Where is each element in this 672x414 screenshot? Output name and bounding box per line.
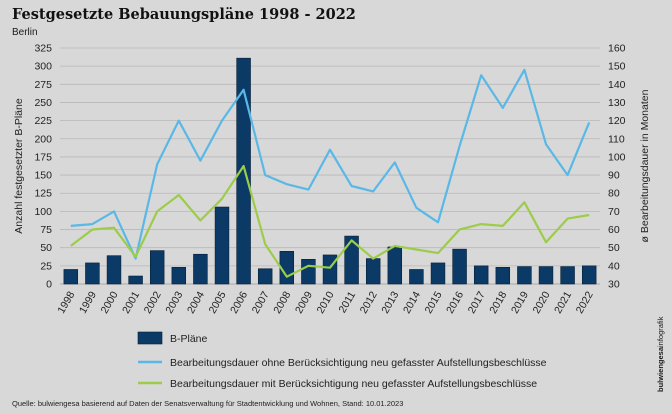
y-tick-label: 50	[40, 242, 52, 254]
x-tick-label: 2021	[552, 289, 574, 315]
x-tick-label: 2019	[509, 289, 531, 315]
line-series-mit	[70, 164, 590, 278]
y-right-tick-label: 120	[608, 115, 626, 127]
y-tick-label: 275	[34, 79, 52, 91]
x-tick-label: 2004	[185, 289, 207, 315]
x-tick-label: 2007	[250, 289, 272, 315]
y-tick-label: 300	[34, 61, 52, 73]
y-right-tick-label: 160	[608, 43, 626, 55]
y-tick-label: 325	[34, 43, 52, 55]
y-tick-label: 250	[34, 97, 52, 109]
y-right-tick-label: 80	[608, 188, 620, 200]
y-tick-label: 100	[34, 206, 52, 218]
bar	[452, 248, 467, 285]
bar	[106, 255, 122, 285]
y-right-tick-label: 40	[608, 260, 620, 272]
bar	[322, 254, 338, 285]
bar	[495, 266, 511, 285]
y-tick-label: 200	[34, 133, 52, 145]
chart-subtitle: Berlin	[12, 27, 38, 38]
bar	[409, 269, 424, 285]
x-tick-label: 2009	[293, 289, 315, 315]
x-tick-label: 2015	[423, 289, 445, 315]
y-right-tick-label: 70	[608, 206, 620, 218]
bar	[365, 258, 381, 285]
bar	[257, 268, 273, 285]
brand-bold: bulwiengesa	[656, 346, 665, 392]
x-tick-label: 2005	[207, 289, 229, 315]
y-tick-label: 125	[34, 188, 52, 200]
bar	[517, 266, 532, 285]
y-tick-label: 175	[34, 151, 52, 163]
y-right-axis-title: ø Bearbeitungsdauer in Monaten	[639, 89, 651, 242]
x-tick-label: 2012	[358, 289, 380, 315]
bar	[538, 266, 554, 285]
x-tick-label: 2003	[163, 289, 185, 315]
y-right-tick-label: 100	[608, 151, 626, 163]
y-right-tick-label: 110	[608, 133, 625, 145]
x-tick-label: 2001	[120, 289, 142, 315]
x-tick-label: 2022	[574, 289, 596, 315]
bar	[85, 262, 100, 285]
y-right-tick-label: 130	[608, 97, 626, 109]
y-tick-label: 150	[34, 170, 52, 182]
legend-swatch-bars	[137, 331, 163, 345]
bar	[193, 253, 208, 285]
y-tick-label: 225	[34, 115, 52, 127]
bar	[560, 266, 575, 285]
x-tick-label: 2013	[379, 289, 401, 315]
bar	[473, 265, 489, 285]
chart-title: Festgesetzte Bebauungspläne 1998 - 2022	[12, 6, 356, 23]
x-tick-label: 2016	[444, 289, 466, 315]
source-note: Quelle: bulwiengesa basierend auf Daten …	[12, 399, 404, 408]
y-right-tick-label: 60	[608, 224, 620, 236]
bar	[214, 206, 230, 285]
bar	[430, 262, 446, 285]
y-axis-title: Anzahl festgesetzter B-Pläne	[13, 98, 25, 234]
y-right-tick-label: 140	[608, 79, 626, 91]
y-right-tick-label: 50	[608, 242, 620, 254]
x-tick-label: 1998	[55, 289, 77, 315]
line-series-ohne	[70, 68, 591, 260]
x-tick-label: 2018	[487, 289, 509, 315]
brand-logo: bulwiengesainfografik	[656, 317, 665, 392]
bar	[301, 259, 316, 285]
y-right-tick-label: 30	[608, 279, 620, 291]
bar	[581, 265, 597, 285]
legend-label-mit: Bearbeitungsdauer mit Berücksichtigung n…	[170, 378, 537, 390]
bar	[344, 235, 359, 285]
x-tick-label: 2000	[99, 289, 121, 315]
y-right-tick-label: 90	[608, 170, 620, 182]
brand-rest: infografik	[656, 316, 665, 347]
x-tick-label: 1999	[77, 289, 99, 315]
x-tick-label: 2011	[337, 289, 359, 315]
x-tick-label: 2002	[142, 289, 164, 315]
x-tick-label: 2010	[315, 289, 337, 315]
x-tick-label: 2020	[531, 289, 553, 315]
legend-label-bars: B-Pläne	[170, 333, 208, 345]
x-tick-label: 2014	[401, 289, 423, 315]
y-right-tick-label: 150	[608, 61, 626, 73]
bar	[236, 57, 251, 285]
legend-label-ohne: Bearbeitungsdauer ohne Berücksichtigung …	[170, 357, 547, 369]
y-tick-label: 75	[40, 224, 52, 236]
bar	[128, 275, 143, 285]
x-tick-label: 2008	[271, 289, 293, 315]
y-tick-label: 0	[46, 279, 52, 291]
bar	[387, 246, 403, 285]
bar	[171, 266, 187, 285]
x-tick-label: 2006	[228, 289, 250, 315]
y-tick-label: 25	[40, 260, 52, 272]
bar	[149, 250, 165, 285]
bar	[63, 269, 79, 285]
x-tick-label: 2017	[466, 289, 488, 315]
